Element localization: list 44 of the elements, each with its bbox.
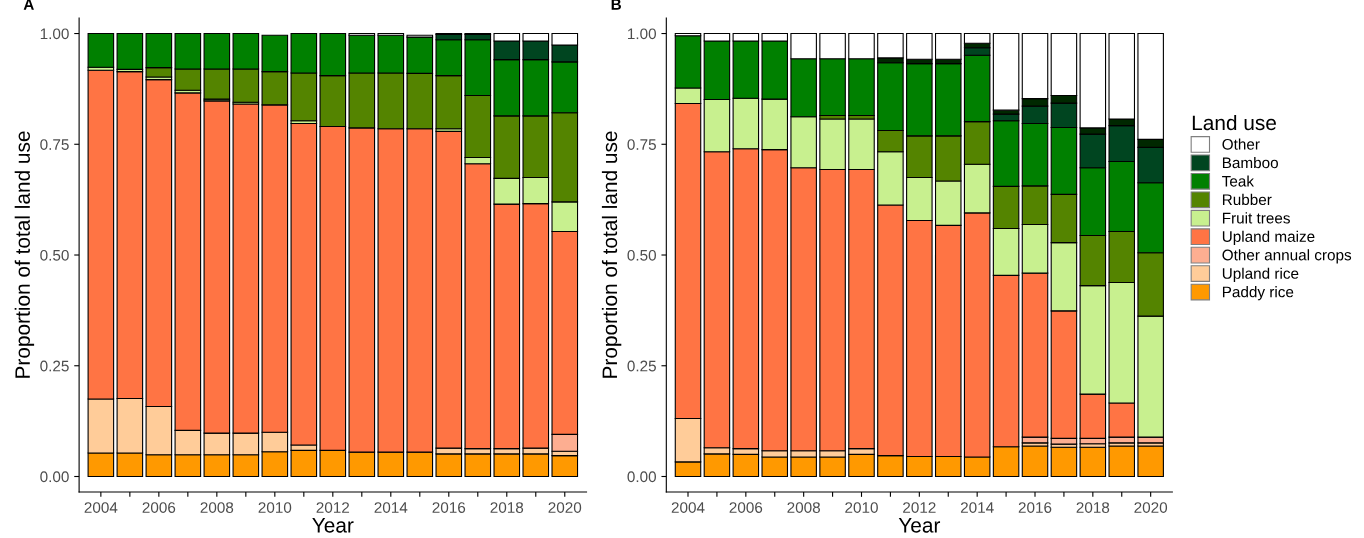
y-tick-label: 0.00 [627, 471, 656, 483]
x-tick-label: 2016 [1018, 502, 1052, 513]
y-tick-label: 0.25 [627, 360, 656, 372]
x-tick-label: 2018 [490, 502, 524, 513]
x-tick-label: 2016 [432, 502, 466, 513]
y-axis-title: Proportion of total land use [14, 131, 35, 378]
legend-title: Land use [1192, 114, 1276, 131]
y-tick-label: 1.00 [40, 28, 69, 40]
legend-label: Rubber [1222, 193, 1272, 206]
y-tick-label: 0.75 [40, 139, 69, 150]
x-axis-title: Year [312, 518, 354, 533]
y-tick-label: 0.00 [40, 471, 69, 483]
x-tick-label: 2014 [374, 502, 408, 513]
y-tick-label: 0.25 [40, 360, 69, 372]
x-tick-label: 2008 [200, 502, 234, 513]
x-tick-label: 2008 [787, 502, 820, 513]
legend-label: Fruit trees [1222, 212, 1290, 224]
x-tick-label: 2012 [903, 502, 936, 513]
text: Upland maize [1222, 230, 1315, 245]
x-tick-label: 2004 [671, 502, 705, 513]
x-tick-label: 2010 [845, 502, 878, 513]
chart-title: B [611, 0, 621, 10]
x-tick-label: 2014 [960, 502, 994, 513]
x-tick-label: 2010 [258, 502, 292, 513]
legend-label: Other annual crops [1222, 249, 1352, 264]
legend-label: Paddy rice [1222, 286, 1294, 301]
legend-label: Upland rice [1222, 267, 1299, 282]
x-tick-label: 2018 [1076, 502, 1110, 513]
y-tick-label: 0.50 [627, 249, 656, 261]
x-tick-label: 2006 [142, 502, 176, 513]
y-tick-label: 1.00 [628, 28, 656, 40]
chart-title: A [23, 0, 34, 10]
y-tick-label: 0.50 [40, 249, 69, 261]
x-tick-label: 2006 [729, 502, 763, 513]
x-axis-title: Year [898, 518, 941, 533]
legend-label: Other [1222, 138, 1260, 150]
x-tick-label: 2020 [548, 502, 582, 513]
y-axis-title: Proportion of total land use [601, 131, 622, 378]
y-tick-label: 0.75 [627, 139, 656, 150]
legend-label: Teak [1222, 175, 1255, 187]
legend-label: Bamboo [1222, 156, 1278, 169]
x-tick-label: 2012 [316, 502, 350, 513]
x-tick-label: 2004 [84, 502, 118, 513]
x-tick-label: 2020 [1134, 502, 1168, 513]
